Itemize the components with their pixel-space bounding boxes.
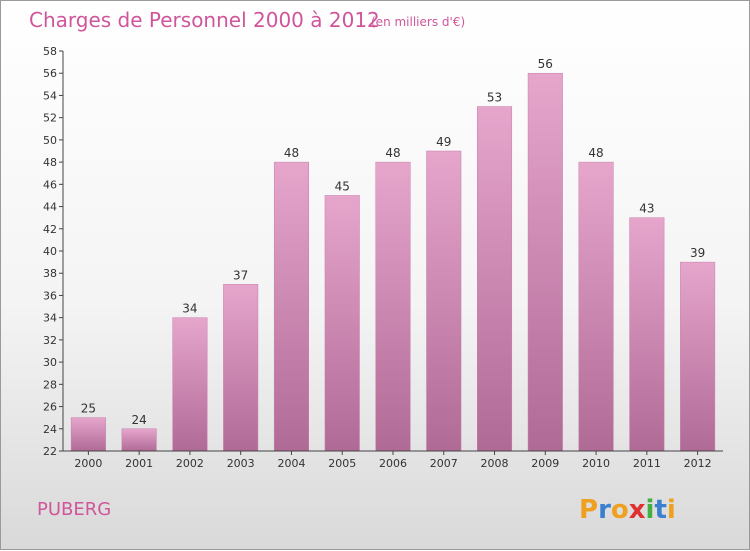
bar [273,161,309,452]
bar-value-label: 25 [81,402,96,416]
bar-value-label: 48 [385,146,400,160]
bar-value-label: 48 [284,146,299,160]
x-tick-label: 2000 [74,457,102,470]
y-tick-label: 42 [43,223,57,236]
bar [375,161,411,452]
logo-letter: P [579,495,598,525]
x-tick-label: 2010 [582,457,610,470]
y-tick-label: 56 [43,67,57,80]
bar-value-label: 48 [588,146,603,160]
x-tick-label: 2004 [277,457,305,470]
y-tick-label: 28 [43,378,57,391]
y-tick-label: 26 [43,401,57,414]
y-axis: 22 24 26 28 30 32 34 36 38 40 42 44 46 48 50 52 54 56 58 [43,45,64,458]
bar-value-label: 53 [487,91,502,105]
bar-value-label: 24 [132,413,147,427]
y-tick-label: 48 [43,156,57,169]
y-tick-label: 46 [43,178,57,191]
logo-letter: i [667,495,676,525]
x-tick-label: 2009 [531,457,559,470]
bar [680,261,716,452]
logo-letter: t [654,495,666,525]
y-tick-label: 24 [43,423,57,436]
x-tick-label: 2002 [176,457,204,470]
commune-name: PUBERG [37,499,111,520]
y-tick-label: 58 [43,45,57,58]
bar [426,150,462,452]
logo-letter: i [646,495,655,525]
bars: 25 24 34 37 48 45 48 49 53 56 48 43 39 [70,57,716,452]
y-tick-label: 52 [43,112,57,125]
bar [172,317,208,452]
bar [223,284,259,452]
chart-title: Charges de Personnel 2000 à 2012 [29,8,380,32]
x-tick-label: 2006 [379,457,407,470]
bar [578,161,614,452]
bar [527,72,563,452]
bar [477,106,513,452]
y-tick-label: 32 [43,334,57,347]
y-tick-label: 44 [43,201,57,214]
y-tick-label: 22 [43,445,57,458]
bar-value-label: 49 [436,135,451,149]
y-tick-label: 34 [43,312,57,325]
bar [70,417,106,452]
logo-letter: r [598,495,611,525]
y-tick-label: 36 [43,289,57,302]
y-tick-label: 54 [43,89,57,102]
bar [324,195,360,452]
bar-value-label: 37 [233,268,248,282]
y-tick-label: 50 [43,134,57,147]
bar-value-label: 39 [690,246,705,260]
y-tick-label: 30 [43,356,57,369]
bar-value-label: 34 [182,302,197,316]
chart-subtitle: (en milliers d'€) [371,15,465,29]
y-tick-label: 38 [43,267,57,280]
x-tick-label: 2008 [481,457,509,470]
bar [121,428,157,452]
x-tick-label: 2007 [430,457,458,470]
bar-value-label: 43 [639,202,654,216]
logo-letter: o [611,495,629,525]
x-tick-label: 2012 [684,457,712,470]
bar [629,217,665,452]
x-tick-label: 2003 [227,457,255,470]
x-axis: 2000 2001 2002 2003 2004 2005 2006 2007 2008 2009… [63,450,723,470]
y-tick-label: 40 [43,245,57,258]
bar-value-label: 56 [538,57,553,71]
x-tick-label: 2001 [125,457,153,470]
bar-value-label: 45 [335,179,350,193]
logo-letter: x [629,495,646,525]
x-tick-label: 2005 [328,457,356,470]
x-tick-label: 2011 [633,457,661,470]
proxiti-logo: Proxiti [579,495,676,525]
